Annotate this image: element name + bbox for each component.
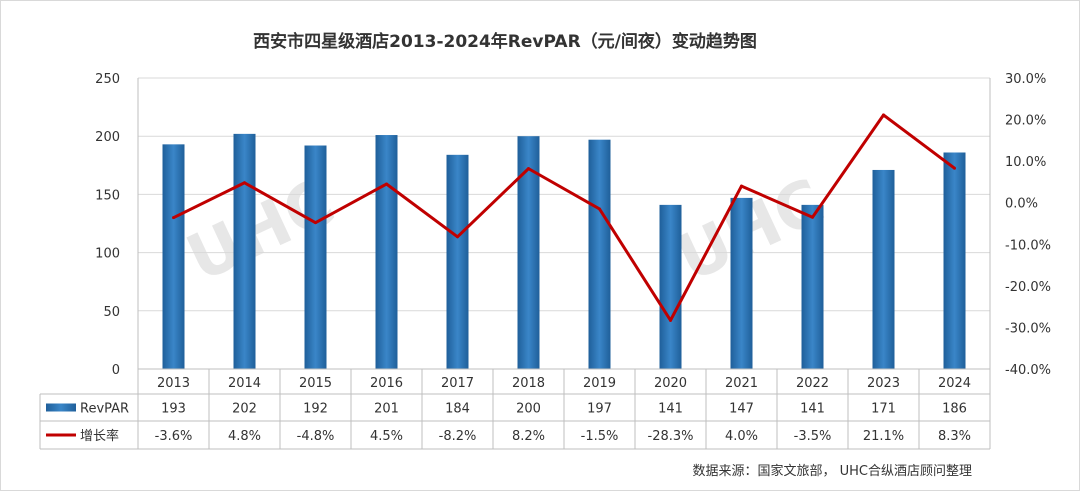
table-cell-1-2024: 8.3% xyxy=(938,429,971,444)
legend-label-0: RevPAR xyxy=(80,402,129,417)
left-tick-1: 50 xyxy=(103,305,120,320)
table-cell-0-2016: 201 xyxy=(374,402,399,417)
bar-2020 xyxy=(659,204,682,369)
table-cell-1-2020: -28.3% xyxy=(648,429,694,444)
right-tick-3: -10.0% xyxy=(1005,238,1051,253)
growth-point-2015 xyxy=(314,221,317,225)
table-cell-1-2013: -3.6% xyxy=(155,429,193,444)
bar-2024 xyxy=(943,152,966,369)
right-tick-6: 20.0% xyxy=(1005,114,1046,129)
left-axis: 0 50 100 150 200 250 xyxy=(95,72,120,378)
bar-series xyxy=(162,133,966,369)
right-tick-1: -30.0% xyxy=(1005,321,1051,336)
table-cell-0-2020: 141 xyxy=(658,402,683,417)
right-tick-4: 0.0% xyxy=(1005,197,1038,212)
left-tick-2: 100 xyxy=(95,247,120,262)
source-note: 数据来源：国家文旅部， UHC合纵酒店顾问整理 xyxy=(692,463,972,479)
table-cell-1-2016: 4.5% xyxy=(370,429,403,444)
legend-key-revpar xyxy=(46,403,76,412)
bar-2013 xyxy=(162,144,185,369)
category-label-2013: 2013 xyxy=(157,376,190,391)
growth-point-2022 xyxy=(811,215,814,219)
growth-line-series xyxy=(172,113,956,322)
table-cell-1-2014: 4.8% xyxy=(228,429,261,444)
left-tick-0: 0 xyxy=(112,363,120,378)
table-cell-1-2017: -8.2% xyxy=(439,429,477,444)
left-tick-3: 150 xyxy=(95,188,120,203)
growth-point-2014 xyxy=(243,181,246,185)
growth-point-2013 xyxy=(172,216,175,220)
table-cell-1-2018: 8.2% xyxy=(512,429,545,444)
bar-2017 xyxy=(446,154,469,369)
table-cell-1-2022: -3.5% xyxy=(794,429,832,444)
growth-point-2021 xyxy=(740,184,743,188)
category-label-2019: 2019 xyxy=(583,376,616,391)
right-tick-5: 10.0% xyxy=(1005,155,1046,170)
right-tick-0: -40.0% xyxy=(1005,363,1051,378)
left-tick-4: 200 xyxy=(95,130,120,145)
right-tick-2: -20.0% xyxy=(1005,280,1051,295)
left-tick-5: 250 xyxy=(95,72,120,87)
bar-2019 xyxy=(588,139,611,369)
bar-2016 xyxy=(375,135,398,369)
right-tick-7: 30.0% xyxy=(1005,72,1046,87)
growth-point-2018 xyxy=(527,167,530,171)
legend-label-1: 增长率 xyxy=(80,428,119,444)
category-label-2018: 2018 xyxy=(512,376,545,391)
table-cell-0-2019: 197 xyxy=(587,402,612,417)
bar-2014 xyxy=(233,133,256,369)
data-table: 2013 2014 2015 2016 2017 2018 2019 2020 2021 2022… xyxy=(39,368,991,450)
growth-point-2019 xyxy=(598,207,601,211)
growth-line xyxy=(172,113,956,322)
right-axis: -40.0% -30.0% -20.0% -10.0% 0.0% 10.0% 20.0% 30… xyxy=(1005,72,1051,378)
table-cell-1-2023: 21.1% xyxy=(863,429,904,444)
table-cell-1-2015: -4.8% xyxy=(297,429,335,444)
table-cell-0-2024: 186 xyxy=(942,402,967,417)
category-label-2023: 2023 xyxy=(867,376,900,391)
table-cell-0-2022: 141 xyxy=(800,402,825,417)
bar-2023 xyxy=(872,169,895,369)
table-cell-0-2018: 200 xyxy=(516,402,541,417)
category-label-2024: 2024 xyxy=(938,376,971,391)
table-cell-1-2019: -1.5% xyxy=(581,429,619,444)
growth-point-2016 xyxy=(385,182,388,186)
category-label-2014: 2014 xyxy=(228,376,261,391)
category-label-2020: 2020 xyxy=(654,376,687,391)
growth-point-2023 xyxy=(882,113,885,117)
chart-title: 西安市四星级酒店2013-2024年RevPAR（元/间夜）变动趋势图 xyxy=(253,31,757,52)
table-cell-0-2023: 171 xyxy=(871,402,896,417)
growth-point-2017 xyxy=(456,235,459,239)
growth-point-2024 xyxy=(953,166,956,170)
table-cell-0-2013: 193 xyxy=(161,402,186,417)
category-label-2015: 2015 xyxy=(299,376,332,391)
category-label-2016: 2016 xyxy=(370,376,403,391)
growth-point-2020 xyxy=(669,318,672,322)
table-cell-0-2017: 184 xyxy=(445,402,470,417)
bar-2021 xyxy=(730,197,753,369)
table-cell-1-2021: 4.0% xyxy=(725,429,758,444)
bar-2015 xyxy=(304,145,327,369)
category-label-2022: 2022 xyxy=(796,376,829,391)
category-label-2017: 2017 xyxy=(441,376,474,391)
table-cell-0-2014: 202 xyxy=(232,402,257,417)
bar-2022 xyxy=(801,204,824,369)
table-cell-0-2021: 147 xyxy=(729,402,754,417)
table-cell-0-2015: 192 xyxy=(303,402,328,417)
category-label-2021: 2021 xyxy=(725,376,758,391)
bar-2018 xyxy=(517,136,540,369)
